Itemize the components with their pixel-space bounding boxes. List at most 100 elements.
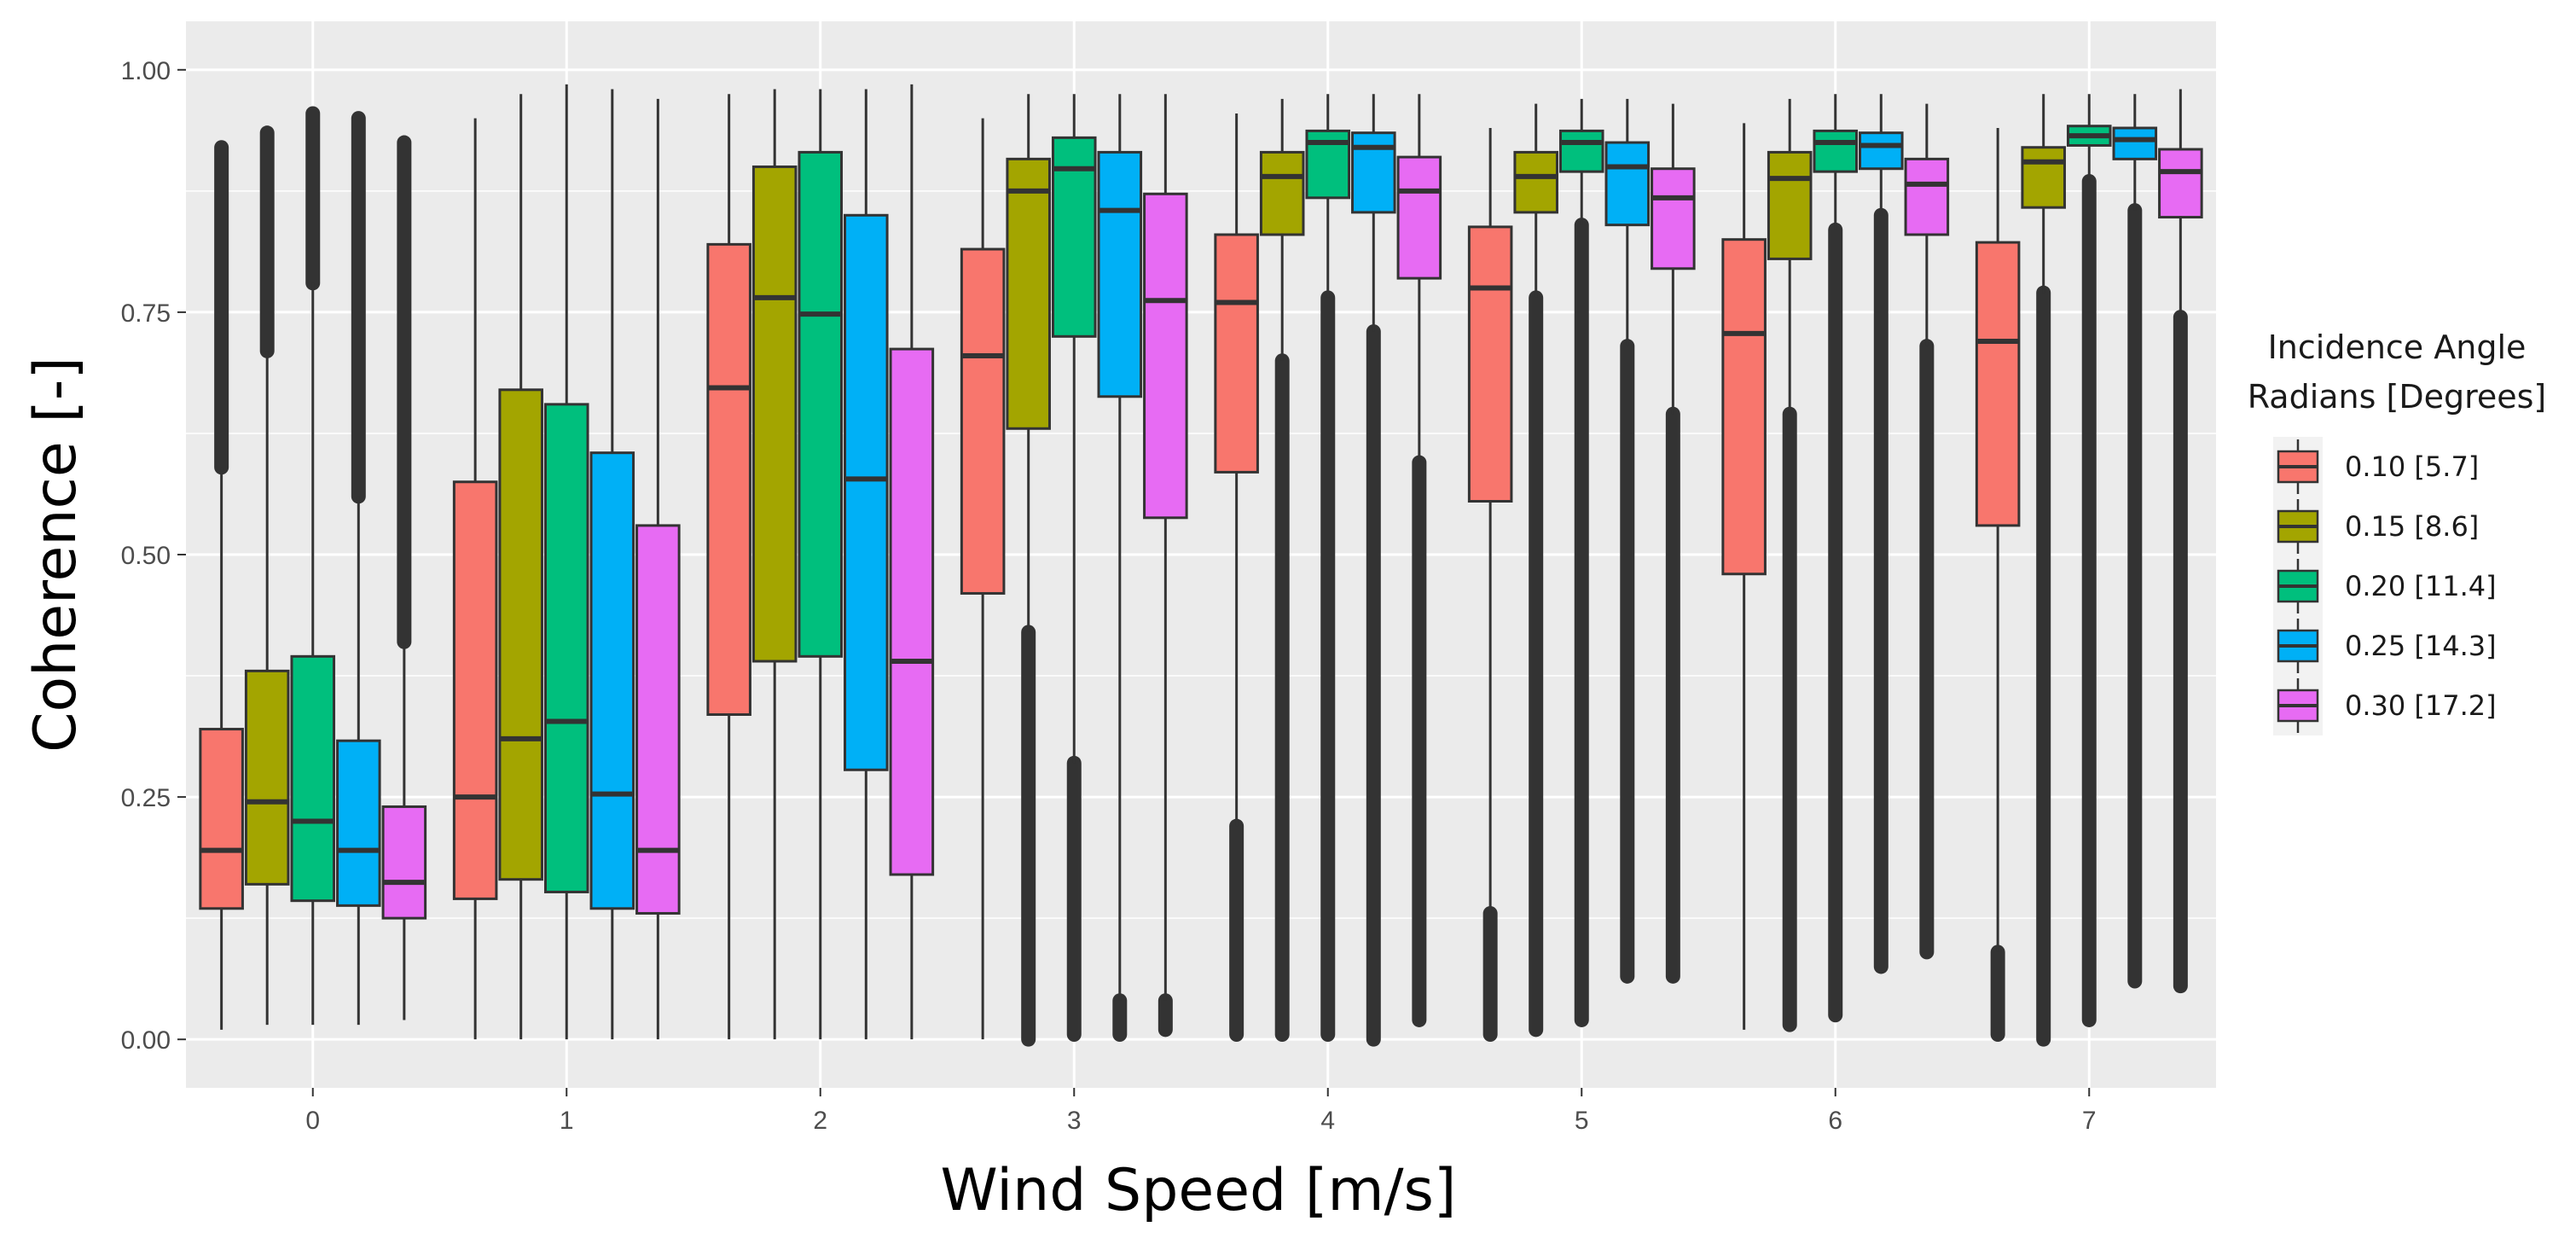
box-layer — [199, 84, 2203, 1047]
box-group — [889, 84, 935, 1040]
box-group — [1513, 103, 1558, 1038]
box-iqr — [589, 451, 635, 910]
box-iqr — [1767, 150, 1813, 260]
legend: Incidence Angle Radians [Degrees] 0.10 [… — [2248, 328, 2546, 735]
box-group — [1467, 128, 1513, 1042]
x-tick-label: 5 — [1575, 1107, 1589, 1135]
box-group — [1604, 98, 1651, 984]
box-group — [1859, 94, 1904, 974]
box-iqr — [1143, 192, 1188, 520]
box-iqr — [1558, 129, 1604, 173]
box-group — [1143, 94, 1188, 1038]
legend-label: 0.15 [8.6] — [2345, 510, 2479, 543]
box-iqr — [543, 403, 589, 893]
box-group — [798, 89, 844, 1040]
box-iqr — [199, 728, 244, 910]
box-group — [589, 89, 635, 1040]
box-group — [290, 106, 336, 1026]
box-iqr — [2158, 148, 2203, 219]
box-iqr — [844, 213, 889, 771]
x-tick-label: 4 — [1320, 1107, 1335, 1135]
box-iqr — [2021, 146, 2066, 209]
box-iqr — [1259, 150, 1305, 236]
box-group — [1214, 113, 1259, 1042]
box-group — [1006, 94, 1051, 1047]
box-group — [1813, 94, 1859, 1023]
box-iqr — [1604, 141, 1651, 227]
box-group — [1975, 128, 2021, 1042]
box-group — [381, 135, 427, 1020]
box-group — [844, 89, 889, 1040]
box-iqr — [244, 669, 290, 886]
x-tick-label: 1 — [560, 1107, 574, 1135]
y-tick-label: 1.00 — [121, 57, 171, 85]
y-tick-label: 0.00 — [121, 1026, 171, 1055]
box-iqr — [381, 805, 427, 920]
box-group — [543, 84, 589, 1040]
y-tick-label: 0.25 — [121, 784, 171, 812]
box-iqr — [1097, 150, 1143, 398]
box-group — [1351, 94, 1396, 1047]
box-group — [1721, 123, 1767, 1030]
box-group — [635, 98, 681, 1040]
box-iqr — [960, 247, 1006, 595]
box-iqr — [1467, 225, 1513, 503]
box-iqr — [1513, 150, 1558, 214]
x-tick-label: 7 — [2082, 1107, 2097, 1135]
box-iqr — [1721, 238, 1767, 576]
legend-label: 0.20 [11.4] — [2345, 570, 2497, 602]
box-iqr — [1214, 233, 1259, 474]
legend-label: 0.10 [5.7] — [2345, 451, 2479, 483]
y-tick-label: 0.75 — [121, 299, 171, 328]
box-iqr — [1975, 241, 2021, 527]
box-iqr — [706, 242, 751, 716]
y-tick-label: 0.50 — [121, 542, 171, 570]
box-group — [960, 118, 1006, 1040]
box-group — [1651, 103, 1696, 984]
box-group — [1396, 94, 1442, 1027]
box-iqr — [1396, 155, 1442, 280]
axis-layer: 0.00 0.25 0.50 0.75 1.00 0 1 2 3 4 5 6 7 — [121, 57, 2097, 1135]
box-group — [199, 140, 244, 1030]
box-iqr — [1904, 157, 1950, 236]
box-group — [706, 94, 751, 1040]
x-tick-label: 0 — [305, 1107, 320, 1135]
y-axis-title: Coherence [-] — [22, 357, 90, 753]
box-group — [751, 89, 798, 1040]
x-tick-label: 3 — [1067, 1107, 1082, 1135]
box-iqr — [1813, 129, 1859, 173]
box-iqr — [1651, 167, 1696, 270]
box-group — [2158, 89, 2203, 994]
box-group — [2021, 94, 2066, 1047]
box-iqr — [498, 388, 543, 881]
box-group — [1767, 98, 1813, 1032]
legend-label: 0.30 [17.2] — [2345, 689, 2497, 722]
box-iqr — [751, 165, 798, 663]
box-group — [2112, 94, 2158, 989]
box-iqr — [889, 347, 935, 876]
legend-title-line1: Incidence Angle — [2268, 328, 2527, 366]
x-tick-label: 6 — [1828, 1107, 1842, 1135]
box-group — [244, 125, 290, 1026]
x-axis-title: Wind Speed [m/s] — [941, 1157, 1457, 1224]
box-iqr — [798, 150, 844, 658]
box-group — [498, 94, 543, 1040]
box-group — [1097, 94, 1143, 1042]
box-iqr — [635, 524, 681, 915]
x-tick-label: 2 — [813, 1107, 827, 1135]
box-group — [2066, 94, 2112, 1027]
box-iqr — [452, 480, 498, 900]
box-group — [1051, 94, 1097, 1042]
box-iqr — [2112, 126, 2158, 160]
box-iqr — [1351, 131, 1396, 214]
box-iqr — [1006, 157, 1051, 430]
legend-label: 0.25 [14.3] — [2345, 630, 2497, 662]
box-group — [452, 118, 498, 1040]
box-iqr — [336, 739, 381, 907]
box-iqr — [290, 654, 336, 903]
box-group — [1259, 98, 1305, 1042]
box-group — [1558, 98, 1604, 1027]
box-group — [336, 111, 381, 1026]
box-group — [1904, 103, 1950, 960]
